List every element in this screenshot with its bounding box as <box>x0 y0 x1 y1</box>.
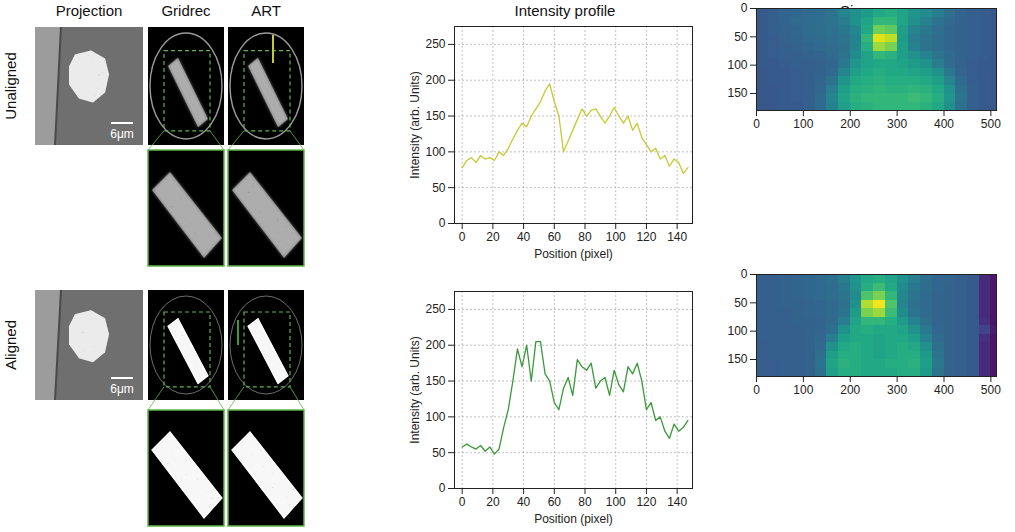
svg-text:Intensity (arb. Units): Intensity (arb. Units) <box>408 336 422 443</box>
svg-text:50: 50 <box>734 296 748 310</box>
svg-text:100: 100 <box>727 324 747 338</box>
svg-text:150: 150 <box>425 374 445 388</box>
svg-text:40: 40 <box>517 495 531 509</box>
svg-text:80: 80 <box>578 495 592 509</box>
svg-text:300: 300 <box>887 383 907 397</box>
svg-text:0: 0 <box>439 216 446 230</box>
svg-text:200: 200 <box>840 383 860 397</box>
svg-text:300: 300 <box>887 117 907 131</box>
svg-text:Unaligned: Unaligned <box>2 52 19 120</box>
svg-text:80: 80 <box>578 230 592 244</box>
svg-text:100: 100 <box>793 383 813 397</box>
svg-text:250: 250 <box>425 37 445 51</box>
svg-text:140: 140 <box>667 495 687 509</box>
svg-text:Intensity profile: Intensity profile <box>515 2 616 19</box>
svg-text:ART: ART <box>251 2 281 19</box>
svg-text:60: 60 <box>548 495 562 509</box>
svg-text:200: 200 <box>840 117 860 131</box>
svg-text:100: 100 <box>425 145 445 159</box>
svg-text:Position (pixel): Position (pixel) <box>534 512 613 526</box>
svg-text:0: 0 <box>741 267 748 281</box>
svg-text:6μm: 6μm <box>110 382 134 396</box>
svg-text:200: 200 <box>425 338 445 352</box>
svg-text:50: 50 <box>734 30 748 44</box>
svg-text:Sinogram: Sinogram <box>839 2 905 19</box>
svg-text:100: 100 <box>793 117 813 131</box>
svg-text:120: 120 <box>636 230 656 244</box>
svg-text:Gridrec: Gridrec <box>161 2 211 19</box>
svg-text:200: 200 <box>425 73 445 87</box>
svg-text:0: 0 <box>439 481 446 495</box>
svg-text:20: 20 <box>486 230 500 244</box>
svg-text:40: 40 <box>517 230 531 244</box>
svg-text:120: 120 <box>636 495 656 509</box>
svg-text:Position (pixel): Position (pixel) <box>534 247 613 261</box>
svg-text:Intensity (arb. Units): Intensity (arb. Units) <box>408 71 422 178</box>
svg-text:100: 100 <box>425 410 445 424</box>
svg-text:100: 100 <box>606 495 626 509</box>
svg-text:250: 250 <box>425 302 445 316</box>
svg-text:400: 400 <box>934 117 954 131</box>
svg-text:150: 150 <box>727 352 747 366</box>
svg-text:20: 20 <box>486 495 500 509</box>
svg-text:0: 0 <box>459 495 466 509</box>
svg-text:100: 100 <box>727 58 747 72</box>
svg-text:500: 500 <box>981 383 1001 397</box>
svg-text:50: 50 <box>432 446 446 460</box>
svg-text:150: 150 <box>727 86 747 100</box>
svg-text:0: 0 <box>459 230 466 244</box>
svg-text:Projection: Projection <box>56 2 123 19</box>
svg-text:140: 140 <box>667 230 687 244</box>
svg-text:500: 500 <box>981 117 1001 131</box>
svg-text:400: 400 <box>934 383 954 397</box>
svg-text:0: 0 <box>753 117 760 131</box>
svg-text:0: 0 <box>741 1 748 15</box>
svg-text:100: 100 <box>606 230 626 244</box>
svg-text:150: 150 <box>425 109 445 123</box>
svg-text:Aligned: Aligned <box>2 320 19 370</box>
svg-text:0: 0 <box>753 383 760 397</box>
svg-text:60: 60 <box>548 230 562 244</box>
svg-text:50: 50 <box>432 181 446 195</box>
svg-text:6μm: 6μm <box>110 127 134 141</box>
